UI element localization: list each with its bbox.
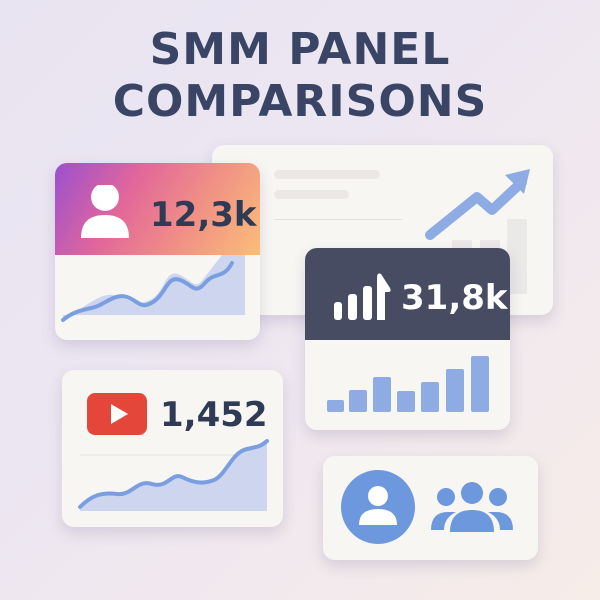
instagram-header — [55, 163, 260, 255]
youtube-card[interactable]: 1,452 — [62, 370, 283, 527]
signal-bars-icon — [334, 273, 391, 320]
tiktok-header — [305, 248, 510, 340]
bar — [507, 219, 527, 294]
youtube-play-icon — [87, 393, 147, 435]
follower-count: 12,3k — [150, 195, 257, 235]
user-circle-icon — [341, 470, 415, 544]
bar — [452, 240, 472, 250]
users-group-icon — [431, 482, 513, 532]
bar-chart — [327, 356, 489, 412]
placeholder-line — [274, 190, 349, 199]
audience-card[interactable] — [323, 456, 538, 560]
growth-line-chart — [61, 255, 245, 322]
trend-arrow-icon — [425, 169, 530, 240]
title-line-1: SMM PANEL — [149, 24, 451, 75]
bar — [480, 240, 500, 250]
instagram-card[interactable]: 12,3k — [55, 163, 260, 340]
tiktok-card[interactable]: 31,8k — [305, 248, 510, 430]
user-icon — [81, 185, 129, 238]
placeholder-line — [274, 170, 380, 179]
title-line-2: COMPARISONS — [112, 76, 488, 127]
view-count: 1,452 — [160, 395, 268, 435]
tiktok-count: 31,8k — [401, 278, 508, 318]
growth-line-chart — [78, 439, 269, 511]
divider — [274, 219, 402, 220]
